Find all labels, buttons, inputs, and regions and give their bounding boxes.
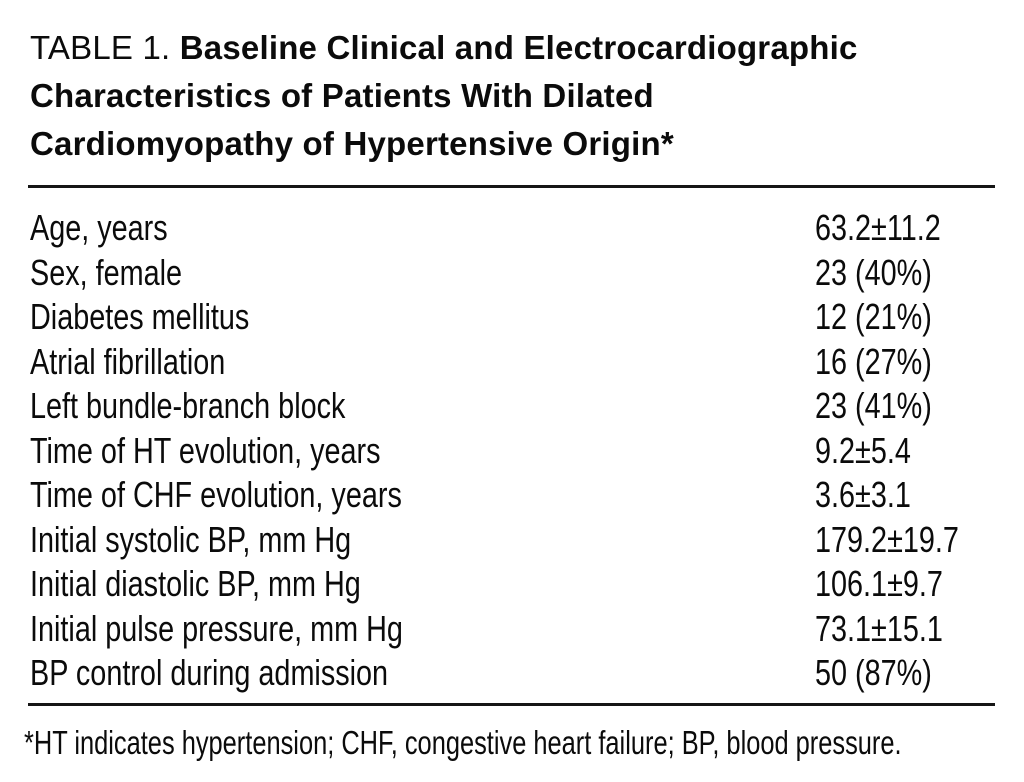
table-row: Sex, female 23 (40%) [30,251,995,296]
row-characteristic: Left bundle-branch block [30,385,346,426]
table-row: BP control during admission 50 (87%) [30,651,995,696]
bottom-rule [28,703,995,706]
row-value: 12 (21%) [815,296,932,337]
table-row: Age, years 63.2±11.2 [30,206,995,251]
table-row: Diabetes mellitus 12 (21%) [30,295,995,340]
row-value: 9.2±5.4 [815,429,911,471]
row-value: 23 (40%) [815,251,932,293]
row-value: 3.6±3.1 [815,474,911,515]
table-footnote: *HT indicates hypertension; CHF, congest… [24,722,1024,764]
row-characteristic: Initial pulse pressure, mm Hg [30,607,403,649]
row-characteristic: Atrial fibrillation [30,340,226,382]
row-value: 16 (27%) [815,340,932,382]
table-row: Initial systolic BP, mm Hg 179.2±19.7 [30,518,995,563]
row-value: 73.1±15.1 [815,607,943,649]
table-title: TABLE 1. Baseline Clinical and Electroca… [30,24,998,168]
table-row: Initial diastolic BP, mm Hg 106.1±9.7 [30,562,995,607]
table-row: Time of CHF evolution, years 3.6±3.1 [30,473,995,518]
table-title-text-2: Characteristics of Patients With Dilated [30,77,654,114]
row-characteristic: Diabetes mellitus [30,296,250,337]
table-body: Age, years 63.2±11.2 Sex, female 23 (40%) Di… [30,206,995,696]
table-row: Initial pulse pressure, mm Hg 73.1±15.1 [30,607,995,652]
row-characteristic: Age, years [30,207,168,248]
table-footnote-text: *HT indicates hypertension; CHF, congest… [24,724,902,761]
row-characteristic: BP control during admission [30,652,389,693]
table-number-label: TABLE 1. [30,29,171,66]
table-title-line-1: TABLE 1. Baseline Clinical and Electroca… [30,24,998,72]
table-row: Atrial fibrillation 16 (27%) [30,340,995,385]
row-value: 50 (87%) [815,652,932,693]
row-characteristic: Initial diastolic BP, mm Hg [30,563,361,604]
row-characteristic: Initial systolic BP, mm Hg [30,518,352,560]
row-value: 23 (41%) [815,385,932,426]
table-row: Time of HT evolution, years 9.2±5.4 [30,429,995,474]
row-value: 63.2±11.2 [815,207,941,248]
table-title-text-1: Baseline Clinical and Electrocardiograph… [179,29,858,66]
row-value: 179.2±19.7 [815,518,959,560]
row-characteristic: Time of HT evolution, years [30,429,381,471]
row-value: 106.1±9.7 [815,563,943,604]
table-title-text-3: Cardiomyopathy of Hypertensive Origin* [30,125,674,162]
row-characteristic: Time of CHF evolution, years [30,474,402,515]
table-row: Left bundle-branch block 23 (41%) [30,384,995,429]
row-characteristic: Sex, female [30,251,183,293]
top-rule [28,185,995,188]
